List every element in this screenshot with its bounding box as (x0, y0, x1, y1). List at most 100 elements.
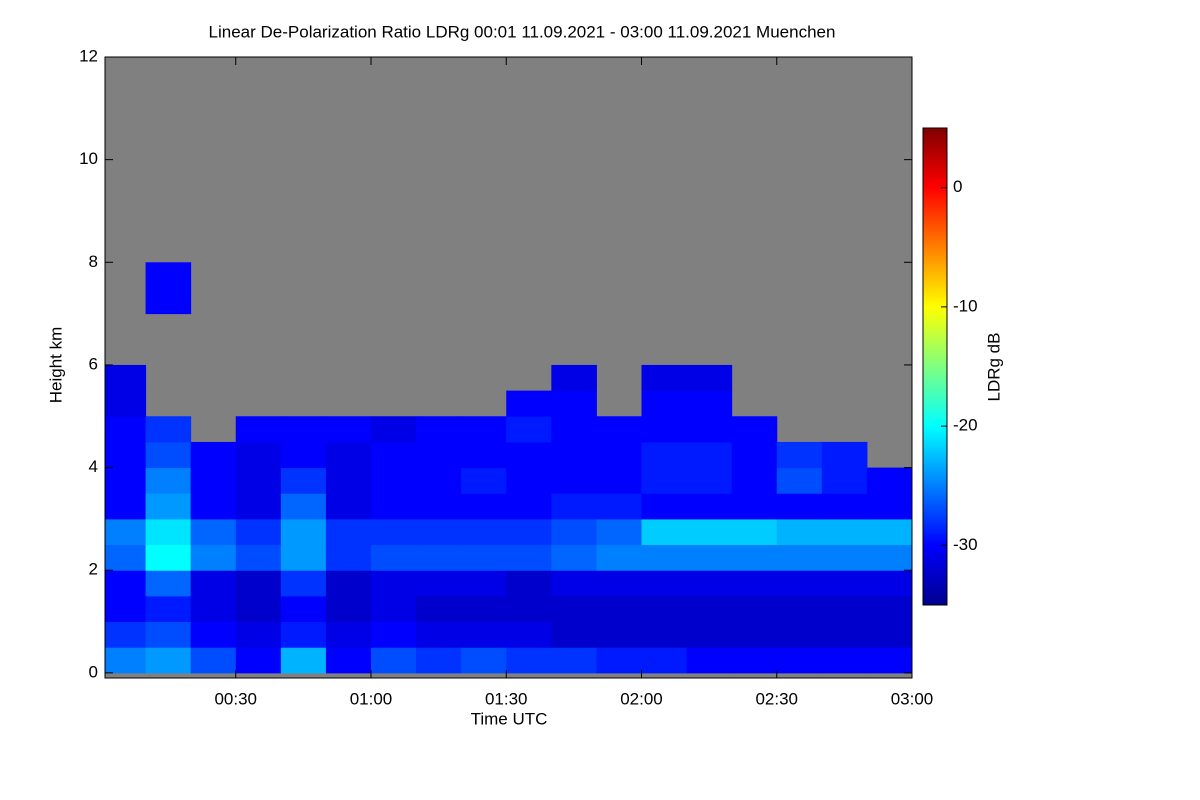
heatmap-cell (506, 647, 552, 674)
heatmap-cell (416, 544, 462, 571)
heatmap-cell (190, 441, 237, 469)
heatmap-cell (641, 493, 688, 520)
heatmap-cell (641, 441, 688, 469)
heatmap-cell (280, 441, 327, 469)
colorbar-label: LDRg dB (984, 333, 1003, 402)
heatmap-cell (105, 493, 147, 520)
heatmap-cell (731, 621, 778, 648)
heatmap-cell (776, 544, 823, 571)
heatmap-cell (776, 570, 823, 597)
heatmap-cell (190, 493, 237, 520)
heatmap-cell (551, 390, 597, 417)
heatmap-cell (280, 544, 327, 571)
heatmap-cell (235, 621, 282, 648)
heatmap-cell (235, 544, 282, 571)
heatmap-cell (821, 544, 868, 571)
heatmap-cell (370, 647, 417, 674)
heatmap-cell (235, 595, 282, 623)
heatmap-cell (551, 493, 597, 520)
heatmap-cell (596, 570, 642, 597)
heatmap-cell (105, 441, 147, 469)
y-tick-label: 8 (89, 252, 98, 271)
heatmap-cell (551, 364, 597, 392)
heatmap-cell (416, 647, 462, 674)
heatmap-cell (641, 416, 688, 443)
heatmap-cell (506, 570, 552, 597)
heatmap-cell (325, 570, 372, 597)
heatmap-cell (641, 595, 688, 623)
x-tick-label: 03:00 (891, 689, 934, 708)
heatmap-cell (105, 570, 147, 597)
heatmap-cell (280, 416, 327, 443)
heatmap-cell (866, 595, 912, 623)
heatmap-cell (866, 518, 912, 546)
heatmap-cell (416, 621, 462, 648)
heatmap-cell (325, 416, 372, 443)
heatmap-cell (776, 467, 823, 494)
heatmap-cell (145, 544, 192, 571)
heatmap-cell (506, 467, 552, 494)
heatmap-cell (370, 621, 417, 648)
heatmap-cell (461, 416, 507, 443)
heatmap-cell (190, 467, 237, 494)
chart-title: Linear De-Polarization Ratio LDRg 00:01 … (209, 22, 836, 41)
heatmap-cell (866, 570, 912, 597)
heatmap-cell (235, 416, 282, 443)
heatmap-cell (866, 544, 912, 571)
heatmap-cell (506, 390, 552, 417)
x-tick-label: 01:30 (485, 689, 528, 708)
heatmap-cell (776, 518, 823, 546)
heatmap-cell (551, 595, 597, 623)
heatmap-cell (105, 467, 147, 494)
heatmap-cell (235, 441, 282, 469)
heatmap-cell (821, 647, 868, 674)
heatmap-cell (370, 595, 417, 623)
heatmap-cell (731, 416, 778, 443)
heatmap-cell (866, 621, 912, 648)
heatmap-cell (416, 416, 462, 443)
heatmap-cell (731, 518, 778, 546)
heatmap-cell (776, 493, 823, 520)
heatmap-cell (461, 570, 507, 597)
heatmap-cell (506, 441, 552, 469)
heatmap-cell (686, 416, 733, 443)
heatmap-cell (461, 621, 507, 648)
heatmap-cell (821, 493, 868, 520)
heatmap-cell (506, 493, 552, 520)
heatmap-cell (506, 621, 552, 648)
heatmap-cell (506, 595, 552, 623)
heatmap-cell (596, 544, 642, 571)
heatmap-cell (731, 647, 778, 674)
heatmap-cell (145, 518, 192, 546)
heatmap-cell (416, 441, 462, 469)
heatmap-cell (776, 647, 823, 674)
heatmap-cell (641, 544, 688, 571)
heatmap-cell (551, 441, 597, 469)
heatmap-cell (416, 467, 462, 494)
heatmap-cell (105, 518, 147, 546)
heatmap-cell (686, 518, 733, 546)
heatmap-cell (145, 416, 192, 443)
heatmap-cell (105, 621, 147, 648)
heatmap-cell (235, 467, 282, 494)
colorbar-tick-label: 0 (953, 177, 962, 196)
heatmap-cell (596, 621, 642, 648)
heatmap-cell (686, 364, 733, 392)
heatmap-cell (235, 570, 282, 597)
heatmap-cell (686, 621, 733, 648)
heatmap-cell (370, 467, 417, 494)
heatmap-cell (370, 493, 417, 520)
heatmap-cell (776, 595, 823, 623)
y-tick-label: 2 (89, 560, 98, 579)
heatmap-cell (145, 262, 192, 289)
heatmap-cell (731, 570, 778, 597)
heatmap-cell (145, 647, 192, 674)
heatmap-cell (731, 595, 778, 623)
x-tick-label: 00:30 (214, 689, 257, 708)
heatmap-cell (325, 544, 372, 571)
heatmap-cell (416, 518, 462, 546)
heatmap-cell (190, 595, 237, 623)
heatmap-cell (461, 544, 507, 571)
heatmap-cell (686, 493, 733, 520)
